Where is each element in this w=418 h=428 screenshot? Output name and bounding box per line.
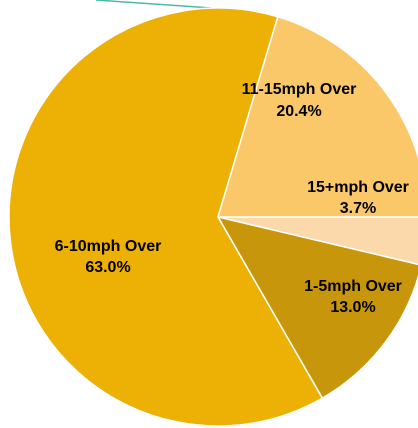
slice-label-1-5: 1-5mph Over: [304, 278, 402, 295]
slice-11-15: [216, 15, 418, 218]
leader-line: [95, 0, 213, 9]
slice-label-11-15: 11-15mph Over: [242, 81, 357, 98]
slice-value-1-5: 13.0%: [330, 299, 375, 316]
slice-value-11-15: 20.4%: [276, 103, 321, 120]
slice-6-10: [8, 7, 324, 427]
slice-value-15plus: 3.7%: [340, 200, 376, 217]
slice-label-6-10: 6-10mph Over: [55, 238, 162, 255]
slice-label-15plus: 15+mph Over: [307, 179, 409, 196]
slice-value-6-10: 63.0%: [85, 259, 130, 276]
